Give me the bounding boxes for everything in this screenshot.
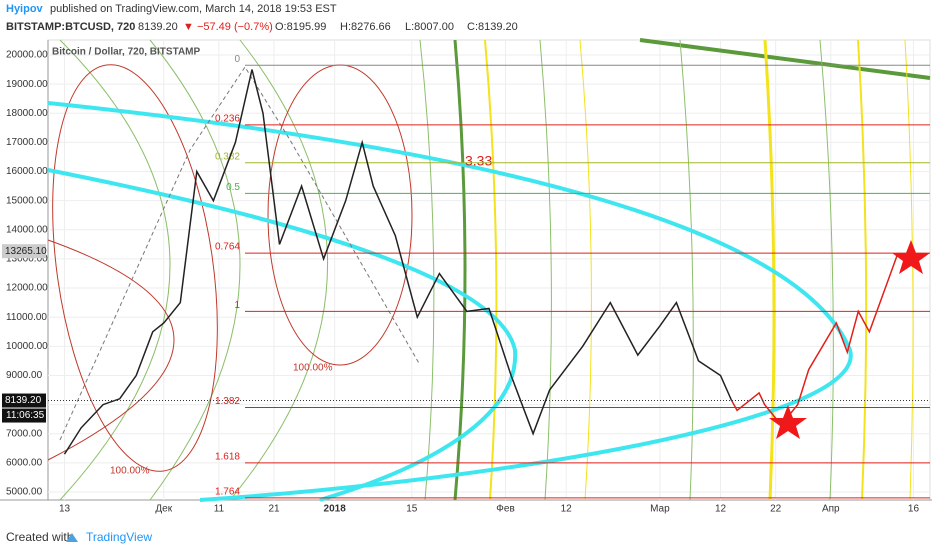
price-line bbox=[63, 69, 733, 455]
fib-label: 0.5 bbox=[226, 182, 240, 193]
star bbox=[892, 240, 930, 274]
arc bbox=[149, 39, 241, 501]
y-tick-label: 13000.00 bbox=[6, 254, 48, 265]
fib-label: 0.236 bbox=[215, 114, 240, 125]
last-price: 8139.20 bbox=[138, 21, 178, 33]
x-tick-label: Мар bbox=[650, 504, 670, 515]
author[interactable]: Hyipov bbox=[6, 3, 44, 15]
x-tick-label: 12 bbox=[715, 504, 727, 515]
low: L:8007.00 bbox=[405, 21, 454, 33]
y-tick-label: 9000.00 bbox=[6, 370, 43, 381]
x-tick-label: 15 bbox=[406, 504, 418, 515]
y-tick-label: 16000.00 bbox=[6, 166, 48, 177]
zigzag bbox=[59, 66, 421, 441]
arc bbox=[579, 39, 592, 501]
parabola bbox=[47, 168, 518, 502]
close: C:8139.20 bbox=[467, 21, 518, 33]
x-tick-label: 22 bbox=[770, 504, 782, 515]
arc bbox=[539, 39, 552, 501]
fib-label: 1.382 bbox=[215, 396, 240, 407]
fib-label: 1.618 bbox=[215, 451, 240, 462]
x-tick-label: 16 bbox=[908, 504, 920, 515]
trend-line bbox=[639, 38, 931, 80]
y-tick-label: 7000.00 bbox=[6, 428, 43, 439]
footer-text: Created with bbox=[6, 530, 73, 544]
y-tick-label: 11000.00 bbox=[6, 312, 47, 323]
annotation: 100.00% bbox=[293, 363, 333, 374]
parabola bbox=[47, 101, 853, 502]
price-label-box bbox=[2, 393, 46, 408]
symbol: BITSTAMP:BTCUSD, 720 bbox=[6, 21, 135, 33]
fib-label: 1.764 bbox=[215, 486, 240, 497]
arc bbox=[679, 39, 694, 501]
drawings bbox=[47, 38, 931, 502]
y-tick-label: 6000.00 bbox=[6, 457, 43, 468]
arc bbox=[229, 39, 328, 501]
x-tick-label: 11 bbox=[214, 504, 225, 515]
x-tick-label: Фев bbox=[496, 504, 514, 515]
high: H:8276.66 bbox=[340, 21, 391, 33]
annotation: 100.00% bbox=[110, 466, 150, 477]
price-label: 8139.20 bbox=[5, 395, 42, 406]
countdown: 11:06:35 bbox=[6, 410, 45, 421]
y-tick-label: 5000.00 bbox=[6, 487, 43, 498]
x-tick-label: Дек bbox=[155, 504, 172, 515]
arc bbox=[484, 39, 498, 501]
y-tick-label: 17000.00 bbox=[6, 137, 48, 148]
price-line bbox=[730, 255, 898, 427]
arc bbox=[857, 39, 868, 501]
ellipse bbox=[52, 64, 218, 472]
star bbox=[769, 405, 807, 439]
change: ▼ −57.49 (−0.7%) bbox=[183, 21, 273, 33]
fib-label: 0.764 bbox=[215, 242, 240, 253]
y-tick-label: 12000.00 bbox=[6, 283, 48, 294]
logo bbox=[66, 533, 78, 542]
annotation: 3.33 bbox=[465, 153, 492, 169]
x-tick-label: 2018 bbox=[324, 504, 347, 515]
x-tick-label: 13 bbox=[59, 504, 71, 515]
arc bbox=[59, 39, 171, 501]
countdown-box bbox=[2, 408, 46, 423]
legend-text: Bitcoin / Dollar, 720, BITSTAMP bbox=[52, 47, 201, 58]
published: published on TradingView.com, March 14, … bbox=[50, 3, 337, 15]
y-tick-label: 20000.00 bbox=[6, 50, 48, 61]
arc bbox=[819, 39, 834, 501]
fib-label: 0 bbox=[234, 54, 240, 65]
arc bbox=[419, 39, 435, 501]
x-tick-label: 12 bbox=[561, 504, 573, 515]
arc bbox=[904, 39, 914, 501]
open: O:8195.99 bbox=[275, 21, 326, 33]
fib-label: 1 bbox=[234, 300, 240, 311]
x-tick-label: 21 bbox=[268, 504, 280, 515]
fib-label: 0.382 bbox=[215, 151, 240, 162]
y-tick-label: 19000.00 bbox=[6, 79, 48, 90]
price-label-box bbox=[2, 244, 46, 259]
y-tick-label: 10000.00 bbox=[6, 341, 48, 352]
y-tick-label: 15000.00 bbox=[6, 195, 48, 206]
y-tick-label: 18000.00 bbox=[6, 108, 48, 119]
brand[interactable]: TradingView bbox=[86, 530, 152, 544]
y-tick-label: 14000.00 bbox=[6, 224, 48, 235]
x-tick-label: Апр bbox=[822, 504, 840, 515]
price-label: 13265.10 bbox=[5, 246, 47, 257]
arc bbox=[47, 239, 175, 461]
